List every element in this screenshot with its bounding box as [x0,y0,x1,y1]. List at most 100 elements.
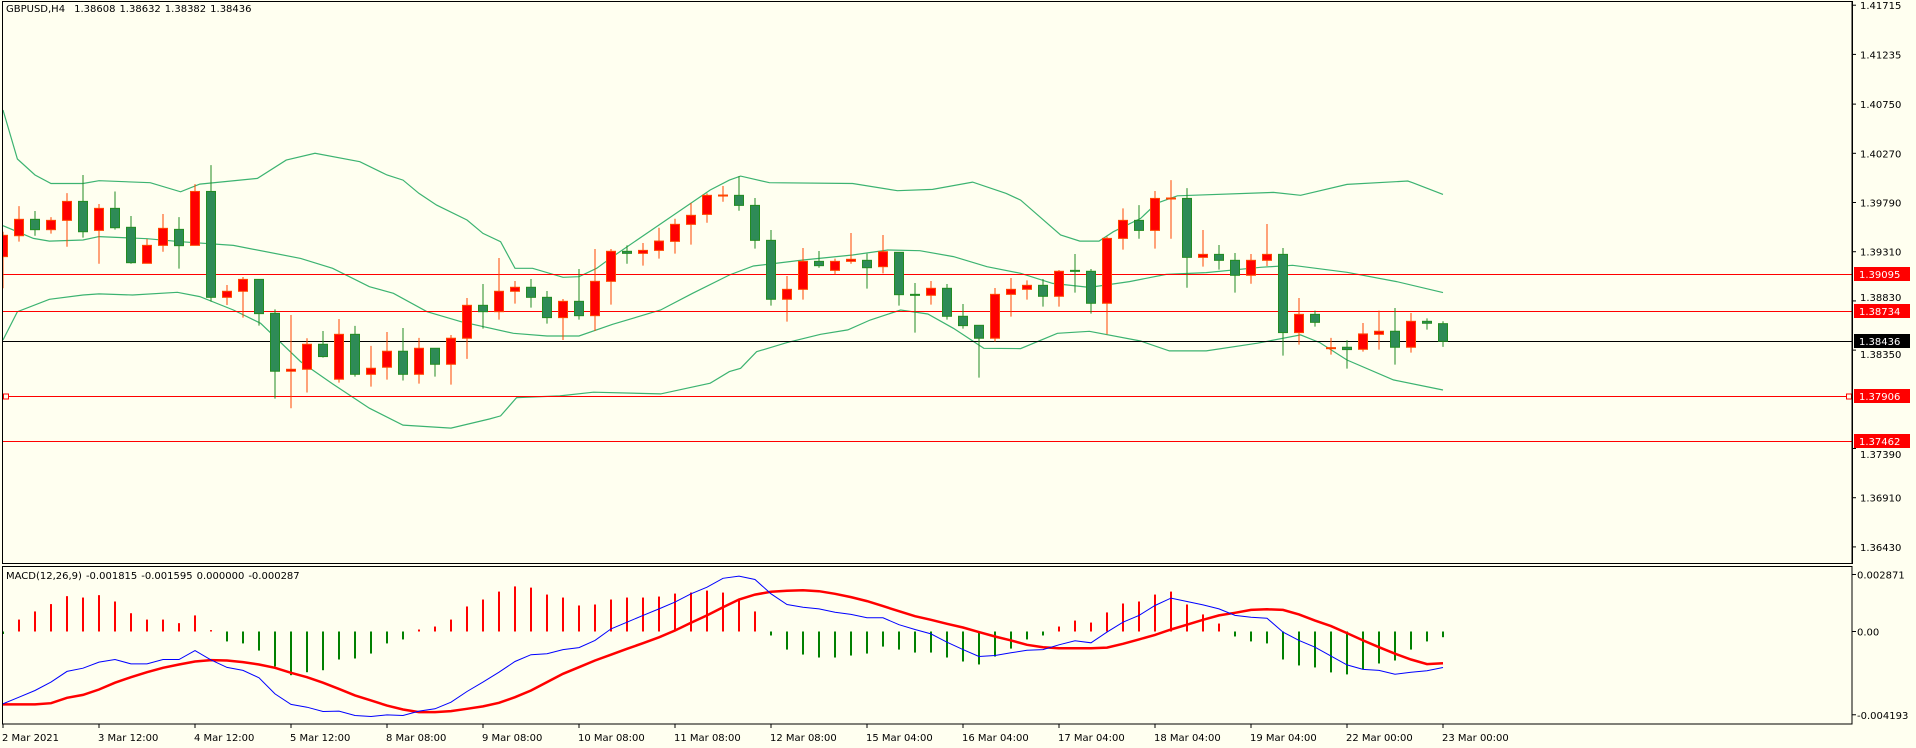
candle-body [990,293,1000,339]
bear-candle [526,278,536,308]
candle-body [30,218,40,231]
macd-axis[interactable]: 0.002871 0.00 -0.004193 [1852,570,1908,722]
candle-body [670,223,680,242]
candle-body [798,260,808,290]
candle-body [558,300,568,319]
bull-candle [638,243,648,266]
candle-body [686,214,696,225]
bear-candle [862,253,872,289]
price-tick-label: 1.36430 [1860,543,1901,554]
bear-candle [1070,253,1080,293]
level-price-label: 1.37462 [1859,437,1900,448]
candle-body [1166,197,1176,200]
bull-candle [590,249,600,331]
bull-candle [558,298,568,340]
bear-candle [110,191,120,230]
level-label-bg [1854,434,1910,448]
level-label-bg [1854,304,1910,318]
bear-candle [814,250,824,268]
bear-candle [350,325,360,377]
bull-candle [830,258,840,275]
macd-main-line [3,575,1444,718]
bull-candle [654,227,664,259]
candle-body [462,304,472,339]
bull-candle [62,193,72,247]
bear-candle [1230,253,1240,293]
time-tick-label: 22 Mar 00:00 [1346,733,1413,744]
time-tick-label: 2 Mar 2021 [2,733,59,744]
macd-panel[interactable] [3,575,1444,718]
candle-body [1086,270,1096,304]
time-axis[interactable]: 2 Mar 2021 3 Mar 12:00 4 Mar 12:00 5 Mar 12… [2,724,1509,744]
candle-body [478,304,488,313]
bear-candle [318,330,328,358]
price-axis[interactable]: 1.41715 1.41235 1.40750 1.40270 1.39790 1.393… [1852,1,1901,564]
level-price-label: 1.38734 [1859,307,1900,318]
candle-body [1070,269,1080,272]
bull-candle [878,235,888,274]
macd-hist-up-value: 0.000000 [196,571,245,582]
bear-candle [1310,310,1320,327]
candle-body [1374,330,1384,335]
selection-handle-icon[interactable] [1846,393,1852,400]
bull-candle [686,203,696,245]
candle-body [222,290,232,298]
candle-body [1438,323,1448,342]
candle-body [1342,346,1352,351]
bull-candle [670,218,680,254]
bull-candle [798,248,808,300]
candle-body [382,350,392,368]
bull-candle [782,276,792,322]
candle-body [622,250,632,254]
time-tick-label: 12 Mar 08:00 [770,733,837,744]
bear-candle [1278,248,1288,356]
price-tick-label: 1.40270 [1860,149,1901,160]
price-tick-label: 1.39790 [1860,199,1901,210]
candle-body [190,190,200,246]
candle-body [334,333,344,380]
close-price: 1.38436 [210,4,252,15]
macd-signal-value: -0.001595 [141,571,193,582]
candle-body [318,343,328,358]
bull-candle [414,337,424,384]
bear-candle [174,217,184,269]
bull-candle [382,331,392,380]
bear-candle [30,211,40,236]
bull-candle [846,233,856,264]
level-price-label: 1.37906 [1859,392,1900,403]
candle-body [542,296,552,319]
candle-body [654,240,664,251]
price-tick-label: 1.36910 [1860,494,1901,505]
bear-candle [622,245,632,264]
candle-body [1406,320,1416,348]
bear-candle [254,278,264,326]
candle-body [1038,284,1048,297]
candle-body [1198,253,1208,258]
candle-body [510,286,520,292]
candle-body [3,234,8,258]
candle-body [958,315,968,327]
candle-body [1310,313,1320,323]
bear-candle [1214,245,1224,270]
candle-body [702,194,712,215]
macd-series [3,575,1444,718]
horizontal-lines[interactable] [3,274,1852,442]
time-tick-label: 17 Mar 04:00 [1058,733,1125,744]
price-panel[interactable] [0,109,1852,442]
candle-body [1006,288,1016,295]
selection-handle-icon[interactable] [3,393,9,400]
bull-candle [1022,280,1032,300]
candle-body [1054,270,1064,297]
open-price: 1.38608 [74,4,116,15]
price-tick-label: 1.39310 [1860,248,1901,259]
bull-candle [462,297,472,359]
bull-candle [238,277,248,318]
bear-candle [894,251,904,306]
candle-body [1422,320,1432,324]
level-price-label: 1.39095 [1859,270,1900,281]
bull-candle [1006,277,1016,317]
candle-body [126,226,136,264]
bear-candle [542,290,552,324]
